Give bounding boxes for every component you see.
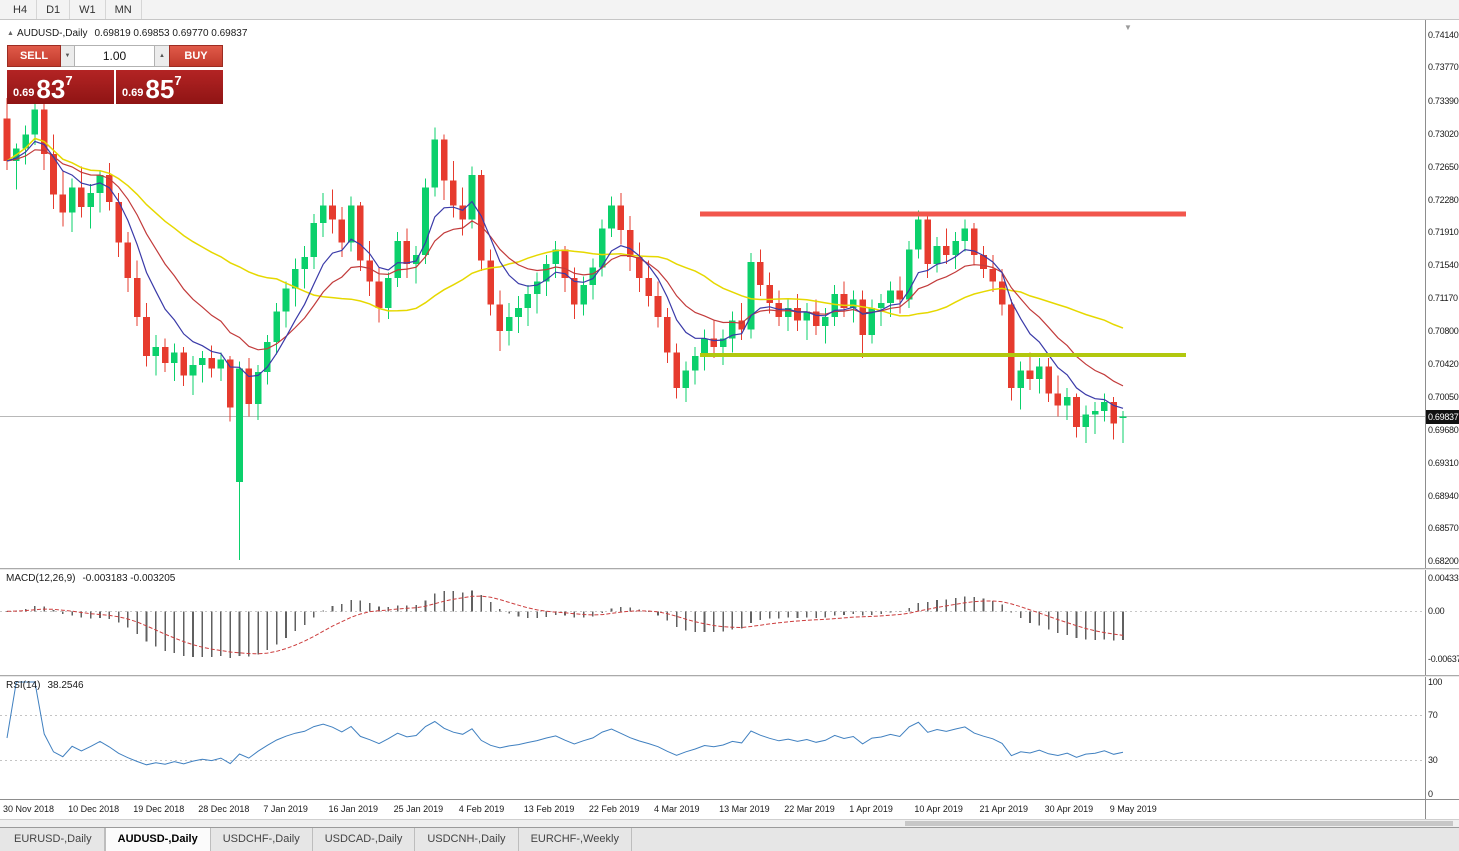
price-tick: 0.73020 — [1428, 128, 1459, 139]
trade-controls-row: SELL ▼ ▲ BUY — [7, 45, 223, 67]
price-tick: 0.68940 — [1428, 490, 1459, 501]
timeframe-D1[interactable]: D1 — [37, 0, 71, 19]
panel-splitter[interactable] — [0, 675, 1459, 677]
chart-ohlc-values: 0.69819 0.69853 0.69770 0.69837 — [94, 28, 248, 39]
macd-label: MACD(12,26,9) — [6, 573, 76, 584]
rsi-label-row: RSI(14) 38.2546 — [6, 680, 84, 691]
macd-values: -0.003183 -0.003205 — [82, 573, 176, 584]
rsi-tick: 30 — [1428, 754, 1438, 765]
buy-price-prefix: 0.69 — [122, 87, 144, 99]
tab-audusd-daily[interactable]: AUDUSD-,Daily — [104, 828, 211, 851]
price-tick: 0.70420 — [1428, 359, 1459, 370]
tab-eurchf-weekly[interactable]: EURCHF-,Weekly — [519, 828, 632, 851]
candlestick-chart[interactable]: ▲ AUDUSD-,Daily 0.69819 0.69853 0.69770 0.… — [0, 20, 1425, 568]
price-tick: 0.69680 — [1428, 425, 1459, 436]
date-label: 10 Dec 2018 — [68, 804, 120, 814]
price-tick: 0.72650 — [1428, 161, 1459, 172]
rsi-tick: 100 — [1428, 676, 1443, 687]
chart-title-bar: ▲ AUDUSD-,Daily 0.69819 0.69853 0.69770 0.… — [7, 28, 247, 39]
price-tick: 0.74140 — [1428, 29, 1459, 40]
chart-symbol-title: AUDUSD-,Daily — [16, 28, 88, 39]
volume-decrease-button[interactable]: ▼ — [61, 45, 75, 67]
price-tick: 0.71910 — [1428, 227, 1459, 238]
date-label: 28 Dec 2018 — [198, 804, 250, 814]
price-tick: 0.71540 — [1428, 260, 1459, 271]
volume-increase-button[interactable]: ▲ — [155, 45, 169, 67]
date-labels: 30 Nov 2018 10 Dec 2018 19 Dec 2018 28 Dec … — [0, 800, 1425, 819]
date-label: 13 Feb 2019 — [523, 804, 575, 814]
date-label: 16 Jan 2019 — [328, 804, 379, 814]
macd-axis[interactable]: 0.004331 0.00 -0.00637 — [1425, 570, 1459, 675]
rsi-axis[interactable]: 100 70 30 0 — [1425, 677, 1459, 799]
sell-price-prefix: 0.69 — [13, 87, 35, 99]
date-label: 25 Jan 2019 — [393, 804, 444, 814]
horizontal-scrollbar[interactable] — [0, 819, 1459, 827]
price-tick: 0.73390 — [1428, 96, 1459, 107]
macd-indicator-panel: MACD(12,26,9) -0.003183 -0.003205 0.00433… — [0, 570, 1459, 675]
one-click-panel-toggle-icon[interactable]: ▲ — [7, 30, 14, 37]
rsi-label: RSI(14) — [6, 680, 41, 691]
price-tick: 0.71170 — [1428, 292, 1458, 303]
sell-price-pip-digit: 7 — [65, 73, 73, 88]
tab-eurusd-daily[interactable]: EURUSD-,Daily — [2, 828, 105, 851]
price-tick: 0.70050 — [1428, 392, 1459, 403]
date-label: 9 May 2019 — [1109, 804, 1157, 814]
date-label: 22 Feb 2019 — [588, 804, 640, 814]
macd-tick: 0.004331 — [1428, 573, 1459, 584]
sell-button[interactable]: SELL — [7, 45, 61, 67]
price-tick: 0.68200 — [1428, 556, 1459, 567]
rsi-indicator-panel: RSI(14) 38.2546 100 70 30 0 — [0, 677, 1459, 799]
timeframe-toolbar: H4 D1 W1 MN — [0, 0, 1459, 20]
rsi-plot[interactable]: RSI(14) 38.2546 — [0, 677, 1425, 799]
buy-price-display[interactable]: 0.69 85 7 — [116, 70, 223, 104]
bid-ask-display: 0.69 83 7 0.69 85 7 — [7, 70, 223, 104]
date-label: 21 Apr 2019 — [979, 804, 1029, 814]
rsi-tick: 70 — [1428, 710, 1438, 721]
chart-tabs-bar: EURUSD-,Daily AUDUSD-,Daily USDCHF-,Daily U… — [0, 827, 1459, 851]
buy-button[interactable]: BUY — [169, 45, 223, 67]
tab-usdcnh-daily[interactable]: USDCNH-,Daily — [415, 828, 519, 851]
axis-corner — [1425, 800, 1459, 819]
buy-price-big-digits: 85 — [145, 74, 175, 104]
volume-input[interactable] — [75, 45, 155, 67]
date-label: 4 Feb 2019 — [458, 804, 505, 814]
scrollbar-thumb[interactable] — [905, 821, 1453, 826]
macd-label-row: MACD(12,26,9) -0.003183 -0.003205 — [6, 573, 175, 584]
rsi-tick: 0 — [1428, 788, 1433, 799]
price-axis[interactable]: 0.69837 0.74140 0.73770 0.73390 0.73020 0.72… — [1425, 20, 1459, 568]
buy-price-pip-digit: 7 — [174, 73, 182, 88]
main-chart-panel: ▲ AUDUSD-,Daily 0.69819 0.69853 0.69770 0.… — [0, 20, 1459, 568]
panel-splitter[interactable] — [0, 568, 1459, 570]
price-tick: 0.68570 — [1428, 523, 1459, 534]
price-tick: 0.69310 — [1428, 457, 1459, 468]
date-label: 4 Mar 2019 — [654, 804, 700, 814]
price-tick: 0.73770 — [1428, 62, 1459, 73]
price-tick: 0.70800 — [1428, 325, 1459, 336]
timeframe-W1[interactable]: W1 — [70, 0, 106, 19]
macd-tick: 0.00 — [1428, 605, 1445, 616]
date-label: 7 Jan 2019 — [263, 804, 308, 814]
sell-price-big-digits: 83 — [36, 74, 66, 104]
date-label: 1 Apr 2019 — [849, 804, 893, 814]
time-axis[interactable]: 30 Nov 2018 10 Dec 2018 19 Dec 2018 28 Dec … — [0, 799, 1459, 819]
price-tick: 0.72280 — [1428, 194, 1459, 205]
timeframe-MN[interactable]: MN — [106, 0, 142, 19]
sell-price-display[interactable]: 0.69 83 7 — [7, 70, 114, 104]
date-label: 30 Apr 2019 — [1044, 804, 1094, 814]
scroll-to-end-marker-icon[interactable]: ▼ — [1124, 23, 1132, 32]
current-price-tag: 0.69837 — [1426, 409, 1459, 424]
date-label: 30 Nov 2018 — [3, 804, 55, 814]
macd-plot[interactable]: MACD(12,26,9) -0.003183 -0.003205 — [0, 570, 1425, 675]
macd-tick: -0.00637 — [1428, 653, 1459, 664]
date-label: 22 Mar 2019 — [784, 804, 835, 814]
tab-usdchf-daily[interactable]: USDCHF-,Daily — [211, 828, 313, 851]
date-label: 10 Apr 2019 — [914, 804, 963, 814]
date-label: 13 Mar 2019 — [719, 804, 770, 814]
rsi-value: 38.2546 — [47, 680, 84, 691]
timeframe-H4[interactable]: H4 — [4, 0, 38, 19]
date-label: 19 Dec 2018 — [133, 804, 185, 814]
tab-usdcad-daily[interactable]: USDCAD-,Daily — [313, 828, 416, 851]
